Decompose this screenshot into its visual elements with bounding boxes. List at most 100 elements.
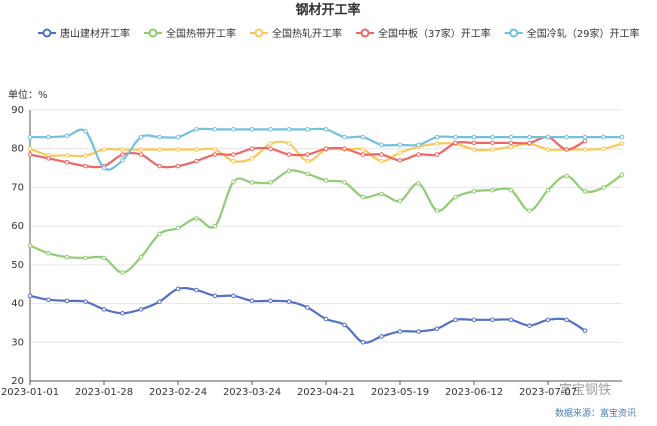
data-point [508,140,514,146]
data-point [379,142,384,148]
data-point [194,147,199,152]
data-point [286,168,292,174]
data-point [212,147,218,152]
data-point [101,255,107,261]
data-point [175,147,181,152]
data-point [471,317,477,323]
data-point [157,299,162,304]
y-unit-label: 单位：% [8,88,48,101]
data-point [157,231,162,237]
data-point [64,133,70,139]
data-point [416,152,421,157]
data-point [120,158,125,163]
data-point [545,317,551,323]
data-point [212,293,218,299]
data-point [305,127,310,132]
data-point [120,152,125,157]
data-point [101,165,107,171]
data-point [490,147,495,152]
data-point [527,208,532,213]
data-point [231,158,236,164]
data-point [360,194,366,200]
data-point [490,134,495,140]
data-point [471,189,477,194]
x-tick-label: 2023-07-07 [519,387,577,398]
y-tick-label: 20 [11,376,24,387]
data-point [212,127,218,132]
data-point [101,147,107,152]
data-point [194,127,199,132]
data-point [231,152,236,157]
legend-label[interactable]: 全国冷轧（29家）开工率 [527,27,640,40]
data-point [379,158,384,164]
data-point [453,134,458,140]
x-tick-label: 2023-03-24 [223,387,281,398]
data-point [157,147,162,152]
data-point [582,138,588,144]
data-point [471,134,477,140]
data-point [120,270,125,275]
data-point [397,329,403,334]
data-point [268,146,273,152]
data-point [434,326,440,332]
data-point [305,152,310,157]
data-point [323,127,329,132]
legend-marker [42,28,52,38]
data-point [342,322,347,328]
data-point [471,147,477,152]
legend-label[interactable]: 全国热轧开工率 [272,27,342,40]
data-point [46,297,51,303]
data-point [545,134,551,140]
y-tick-label: 50 [11,260,24,271]
legend-label[interactable]: 全国中板（37家）开工率 [378,27,491,40]
data-point [453,317,458,323]
data-point [175,163,181,169]
data-point [83,128,88,134]
data-point [138,254,144,260]
data-point [212,223,218,229]
data-point [212,152,218,157]
data-point [305,305,310,310]
data-point [342,180,347,185]
data-point [268,298,273,304]
data-point [434,152,440,157]
data-point [397,150,403,155]
legend-marker [148,28,158,38]
data-point [64,298,70,304]
data-point [101,307,107,312]
legend-marker [509,28,519,38]
legend-label[interactable]: 全国热带开工率 [166,27,236,40]
data-point [27,243,33,248]
data-point [490,140,495,146]
data-point [157,134,162,140]
data-point [601,134,606,140]
data-point [27,293,33,299]
data-point [434,141,440,146]
data-point [175,225,181,231]
data-point [508,317,514,323]
legend-label[interactable]: 唐山建材开工率 [60,27,130,40]
data-point [619,134,625,140]
data-point [416,181,421,186]
data-point [379,152,384,157]
data-point [360,152,366,157]
data-point [508,134,514,140]
data-point [379,334,384,339]
data-point [490,187,495,193]
data-point [564,317,569,323]
source: 数据来源：富宝资讯 [555,407,636,419]
data-point [268,141,273,146]
data-point [545,187,551,193]
data-point [416,142,421,148]
x-tick-label: 2023-02-24 [149,387,207,398]
data-point [120,147,125,152]
data-point [194,287,199,293]
data-point [83,163,88,169]
y-tick-label: 70 [11,182,24,193]
data-point [323,146,329,152]
data-point [249,156,255,161]
data-point [527,134,532,140]
data-point [305,171,310,177]
data-point [360,147,366,152]
